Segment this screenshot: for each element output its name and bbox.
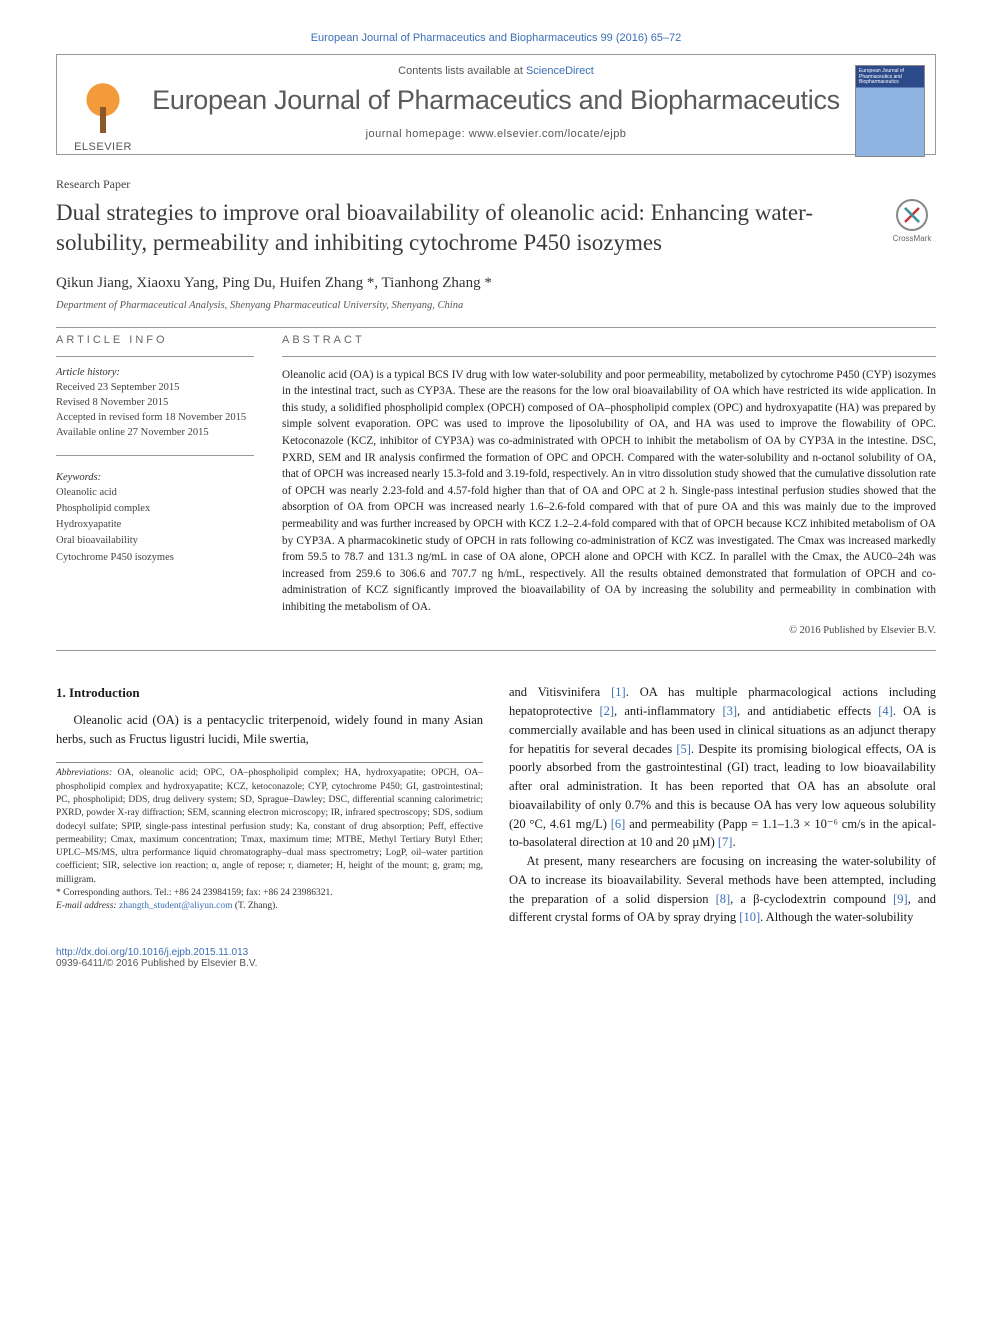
journal-name: European Journal of Pharmaceutics and Bi… bbox=[69, 85, 923, 116]
keyword-3: Hydroxyapatite bbox=[56, 517, 254, 533]
journal-homepage-line: journal homepage: www.elsevier.com/locat… bbox=[69, 128, 923, 140]
ref-9[interactable]: [9] bbox=[893, 892, 908, 906]
history-online: Available online 27 November 2015 bbox=[56, 425, 254, 440]
c2p1a: and Vitisvinifera bbox=[509, 685, 611, 699]
ref-8[interactable]: [8] bbox=[716, 892, 731, 906]
abstract-column: ABSTRACT Oleanolic acid (OA) is a typica… bbox=[282, 334, 936, 637]
ref-1[interactable]: [1] bbox=[611, 685, 626, 699]
email-label: E-mail address: bbox=[56, 901, 119, 911]
crossmark-label: CrossMark bbox=[893, 234, 932, 243]
contents-list-line: Contents lists available at ScienceDirec… bbox=[69, 65, 923, 77]
body-col2-p1: and Vitisvinifera [1]. OA has multiple p… bbox=[509, 683, 936, 852]
journal-cover-thumb: European Journal of Pharmaceutics and Bi… bbox=[855, 65, 925, 157]
abbrev-label: Abbreviations: bbox=[56, 768, 112, 778]
elsevier-logo: ELSEVIER bbox=[67, 65, 139, 153]
authors-line: Qikun Jiang, Xiaoxu Yang, Ping Du, Huife… bbox=[56, 275, 936, 292]
email-link[interactable]: zhangth_student@aliyun.com bbox=[119, 901, 233, 911]
elsevier-label: ELSEVIER bbox=[74, 141, 132, 153]
sciencedirect-link[interactable]: ScienceDirect bbox=[526, 65, 594, 77]
page-footer: http://dx.doi.org/10.1016/j.ejpb.2015.11… bbox=[56, 947, 936, 969]
footnote-block: Abbreviations: OA, oleanolic acid; OPC, … bbox=[56, 762, 483, 913]
journal-header-box: ELSEVIER European Journal of Pharmaceuti… bbox=[56, 54, 936, 155]
c2p1h: . bbox=[732, 835, 735, 849]
body-two-column: 1. Introduction Oleanolic acid (OA) is a… bbox=[56, 683, 936, 927]
keywords-head: Keywords: bbox=[56, 472, 254, 483]
article-info-column: ARTICLE INFO Article history: Received 2… bbox=[56, 334, 254, 637]
authors-text: Qikun Jiang, Xiaoxu Yang, Ping Du, Huife… bbox=[56, 275, 492, 291]
keyword-5: Cytochrome P450 isozymes bbox=[56, 550, 254, 566]
body-col2-p2: At present, many researchers are focusin… bbox=[509, 852, 936, 927]
ref-5[interactable]: [5] bbox=[676, 742, 691, 756]
ref-6[interactable]: [6] bbox=[611, 817, 626, 831]
article-info-head: ARTICLE INFO bbox=[56, 334, 254, 346]
article-type: Research Paper bbox=[56, 177, 936, 192]
corr-body: Tel.: +86 24 23984159; fax: +86 24 23986… bbox=[155, 888, 333, 898]
copyright-line: © 2016 Published by Elsevier B.V. bbox=[282, 625, 936, 636]
rule-bottom bbox=[56, 650, 936, 651]
keyword-1: Oleanolic acid bbox=[56, 485, 254, 501]
ref-3[interactable]: [3] bbox=[722, 704, 737, 718]
abstract-head: ABSTRACT bbox=[282, 334, 936, 346]
c2p2d: . Although the water-solubility bbox=[760, 910, 913, 924]
ref-10[interactable]: [10] bbox=[739, 910, 760, 924]
crossmark-badge[interactable]: CrossMark bbox=[888, 198, 936, 243]
history-accepted: Accepted in revised form 18 November 201… bbox=[56, 410, 254, 425]
doi-link[interactable]: http://dx.doi.org/10.1016/j.ejpb.2015.11… bbox=[56, 947, 936, 958]
email-footnote: E-mail address: zhangth_student@aliyun.c… bbox=[56, 900, 483, 913]
keyword-4: Oral bioavailability bbox=[56, 533, 254, 549]
history-revised: Revised 8 November 2015 bbox=[56, 395, 254, 410]
abbrev-body: OA, oleanolic acid; OPC, OA–phospholipid… bbox=[56, 768, 483, 884]
abbrev-footnote: Abbreviations: OA, oleanolic acid; OPC, … bbox=[56, 767, 483, 887]
contents-prefix: Contents lists available at bbox=[398, 65, 526, 77]
history-received: Received 23 September 2015 bbox=[56, 380, 254, 395]
issn-line: 0939-6411/© 2016 Published by Elsevier B… bbox=[56, 958, 936, 969]
ref-2[interactable]: [2] bbox=[599, 704, 614, 718]
homepage-prefix: journal homepage: bbox=[366, 128, 469, 140]
email-tail: (T. Zhang). bbox=[232, 901, 277, 911]
ref-7[interactable]: [7] bbox=[718, 835, 733, 849]
article-title: Dual strategies to improve oral bioavail… bbox=[56, 198, 872, 259]
corr-label: * Corresponding authors. bbox=[56, 888, 155, 898]
ref-4[interactable]: [4] bbox=[878, 704, 893, 718]
homepage-url[interactable]: www.elsevier.com/locate/ejpb bbox=[469, 128, 627, 140]
keyword-2: Phospholipid complex bbox=[56, 501, 254, 517]
abstract-body: Oleanolic acid (OA) is a typical BCS IV … bbox=[282, 367, 936, 616]
rule-top bbox=[56, 327, 936, 328]
intro-heading: 1. Introduction bbox=[56, 683, 483, 703]
citation-header: European Journal of Pharmaceutics and Bi… bbox=[56, 32, 936, 44]
history-head: Article history: bbox=[56, 367, 254, 378]
c2p1d: , and antidiabetic effects bbox=[737, 704, 878, 718]
affiliation: Department of Pharmaceutical Analysis, S… bbox=[56, 300, 936, 311]
elsevier-tree-icon bbox=[75, 75, 131, 137]
crossmark-icon bbox=[895, 198, 929, 232]
c2p2b: , a β-cyclodextrin compound bbox=[730, 892, 893, 906]
intro-paragraph-1: Oleanolic acid (OA) is a pentacyclic tri… bbox=[56, 711, 483, 749]
corresponding-footnote: * Corresponding authors. Tel.: +86 24 23… bbox=[56, 887, 483, 900]
c2p1c: , anti-inflammatory bbox=[614, 704, 722, 718]
